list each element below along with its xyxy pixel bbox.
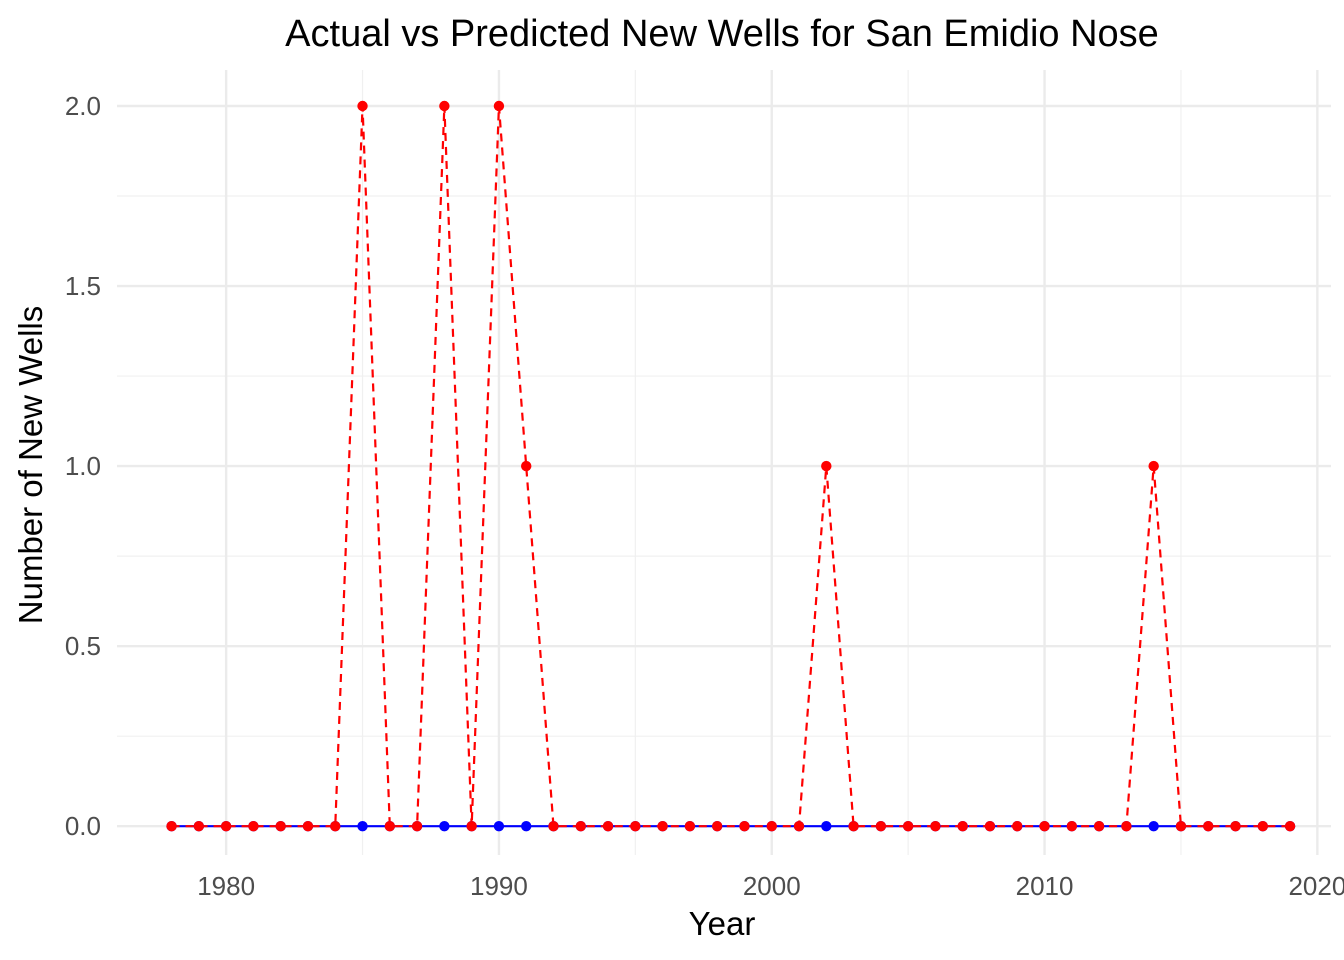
- series-0-point: [1148, 820, 1159, 832]
- series-0-point: [493, 820, 505, 832]
- series-1-point: [384, 820, 396, 832]
- series-1-point: [411, 820, 423, 832]
- tick-labels: 1980 1990 2000 2010 2020 0.0 0.5 1.0 1.5 2.0: [65, 91, 1344, 901]
- chart-title: Actual vs Predicted New Wells for San Em…: [285, 13, 1159, 55]
- y-tick-label: 1.0: [65, 451, 101, 481]
- series-1-point: [166, 820, 177, 832]
- x-tick-label: 2010: [1016, 871, 1074, 901]
- x-tick-label: 1990: [470, 871, 528, 901]
- y-tick-label: 1.5: [65, 271, 101, 301]
- y-tick-label: 2.0: [65, 91, 101, 121]
- series-0-point: [357, 820, 368, 832]
- series-1-point: [875, 820, 887, 832]
- series-1-point: [902, 820, 914, 832]
- data-series: [166, 100, 1296, 832]
- series-1-point: [466, 820, 477, 832]
- series-1-point: [848, 820, 859, 832]
- series-1-point: [957, 820, 968, 832]
- series-1-point: [684, 820, 696, 832]
- x-axis-title: Year: [689, 905, 756, 942]
- series-1-point: [657, 820, 668, 832]
- series-0-point: [821, 820, 832, 832]
- series-1-point: [793, 820, 805, 832]
- series-1-point: [630, 820, 641, 832]
- series-1-point: [330, 820, 341, 832]
- series-1-point: [248, 820, 259, 832]
- series-1-point: [602, 820, 614, 832]
- series-1-point: [1093, 820, 1105, 832]
- series-1-point: [1066, 820, 1078, 832]
- series-1-point: [1039, 820, 1050, 832]
- y-tick-label: 0.0: [65, 811, 101, 841]
- series-1-point: [275, 820, 286, 832]
- series-1-point: [1284, 820, 1296, 832]
- series-1-point: [220, 820, 232, 832]
- series-1-point: [766, 820, 777, 832]
- x-tick-label: 1980: [197, 871, 255, 901]
- series-1-point: [548, 820, 559, 832]
- series-1-point: [302, 820, 314, 832]
- series-1-point: [821, 460, 832, 472]
- series-1-point: [739, 820, 750, 832]
- series-1-line: [171, 105, 1291, 828]
- series-1-point: [521, 460, 532, 472]
- series-1-point: [1175, 820, 1187, 832]
- series-1-point: [357, 100, 368, 112]
- series-1-point: [984, 820, 996, 832]
- series-1-point: [575, 820, 586, 832]
- series-1-point: [1230, 820, 1241, 832]
- x-tick-label: 2000: [743, 871, 801, 901]
- series-1-point: [439, 100, 450, 112]
- series-1-point: [1148, 460, 1159, 472]
- y-axis-title: Number of New Wells: [12, 306, 49, 624]
- series-1-point: [1203, 820, 1214, 832]
- series-1-point: [1121, 820, 1132, 832]
- series-1-point: [1012, 820, 1023, 832]
- x-tick-label: 2020: [1288, 871, 1344, 901]
- series-0-point: [439, 820, 450, 832]
- y-tick-label: 0.5: [65, 631, 101, 661]
- series-1-point: [493, 100, 505, 112]
- series-1-point: [193, 820, 205, 832]
- series-1-point: [1257, 820, 1268, 832]
- series-0-point: [521, 820, 532, 832]
- series-1-point: [930, 820, 941, 832]
- grid-lines: [117, 70, 1331, 855]
- series-1-point: [711, 820, 723, 832]
